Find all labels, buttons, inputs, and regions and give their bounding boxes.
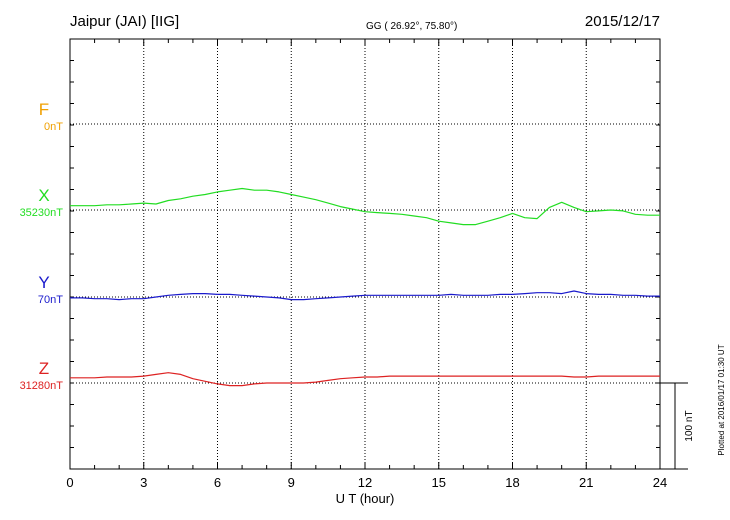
date-label: 2015/12/17 — [585, 13, 660, 30]
station-title: Jaipur (JAI) [IIG] — [70, 13, 179, 30]
trace-z — [70, 372, 660, 387]
x-tick-label: 15 — [432, 475, 446, 490]
plot-frame — [69, 38, 661, 470]
x-tick-label: 12 — [358, 475, 372, 490]
grid-lines — [70, 39, 660, 469]
trace-x — [70, 187, 660, 226]
component-baseline-x: 35230nT — [20, 207, 64, 219]
component-labels: F 0nT X 35230nT Y 70nT Z 31280nT — [20, 100, 64, 392]
component-name-x: X — [38, 186, 49, 205]
component-baseline-f: 0nT — [44, 121, 63, 133]
x-tick-label: 3 — [140, 475, 147, 490]
x-tick-label: 0 — [66, 475, 73, 490]
component-baseline-y: 70nT — [38, 294, 63, 306]
x-tick-label: 21 — [579, 475, 593, 490]
x-axis-label: U T (hour) — [336, 491, 395, 506]
x-tick-label: 6 — [214, 475, 221, 490]
traces — [70, 187, 660, 387]
x-tick-label: 9 — [288, 475, 295, 490]
component-name-z: Z — [39, 359, 49, 378]
plotted-timestamp: Plotted at 2016/01/17 01:30 UT — [717, 344, 726, 455]
station-coordinates: GG ( 26.92°, 75.80°) — [366, 21, 457, 32]
component-baseline-z: 31280nT — [20, 380, 64, 392]
component-name-f: F — [39, 100, 49, 119]
trace-y — [70, 290, 660, 301]
scale-bar-label: 100 nT — [684, 410, 695, 441]
scale-bar: 100 nT — [660, 382, 695, 470]
x-tick-label: 24 — [653, 475, 667, 490]
x-tick-label: 18 — [505, 475, 519, 490]
component-name-y: Y — [38, 273, 49, 292]
axis-ticks: 0 3 6 9 12 15 18 21 24 — [66, 39, 667, 490]
